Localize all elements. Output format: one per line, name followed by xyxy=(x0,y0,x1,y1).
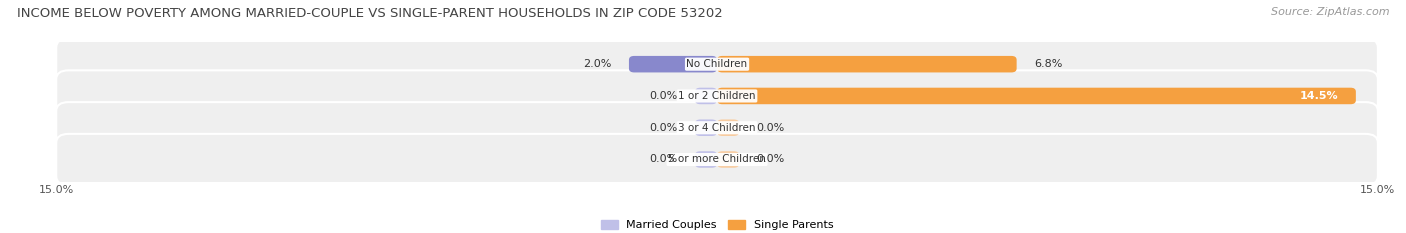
FancyBboxPatch shape xyxy=(56,70,1378,122)
FancyBboxPatch shape xyxy=(695,151,717,168)
Text: Source: ZipAtlas.com: Source: ZipAtlas.com xyxy=(1271,7,1389,17)
Text: 0.0%: 0.0% xyxy=(756,154,785,164)
FancyBboxPatch shape xyxy=(717,120,740,136)
Text: 1 or 2 Children: 1 or 2 Children xyxy=(678,91,756,101)
Text: 2.0%: 2.0% xyxy=(583,59,612,69)
FancyBboxPatch shape xyxy=(56,39,1378,90)
Text: No Children: No Children xyxy=(686,59,748,69)
FancyBboxPatch shape xyxy=(695,88,717,104)
Text: 0.0%: 0.0% xyxy=(650,91,678,101)
Text: 0.0%: 0.0% xyxy=(650,123,678,133)
Text: 6.8%: 6.8% xyxy=(1035,59,1063,69)
FancyBboxPatch shape xyxy=(695,120,717,136)
Legend: Married Couples, Single Parents: Married Couples, Single Parents xyxy=(596,216,838,233)
Text: 0.0%: 0.0% xyxy=(650,154,678,164)
FancyBboxPatch shape xyxy=(56,102,1378,153)
FancyBboxPatch shape xyxy=(628,56,717,72)
Text: 0.0%: 0.0% xyxy=(756,123,785,133)
Text: 14.5%: 14.5% xyxy=(1299,91,1339,101)
FancyBboxPatch shape xyxy=(56,134,1378,185)
FancyBboxPatch shape xyxy=(717,56,1017,72)
FancyBboxPatch shape xyxy=(717,151,740,168)
FancyBboxPatch shape xyxy=(717,88,1355,104)
Text: 3 or 4 Children: 3 or 4 Children xyxy=(678,123,756,133)
Text: INCOME BELOW POVERTY AMONG MARRIED-COUPLE VS SINGLE-PARENT HOUSEHOLDS IN ZIP COD: INCOME BELOW POVERTY AMONG MARRIED-COUPL… xyxy=(17,7,723,20)
Text: 5 or more Children: 5 or more Children xyxy=(668,154,766,164)
